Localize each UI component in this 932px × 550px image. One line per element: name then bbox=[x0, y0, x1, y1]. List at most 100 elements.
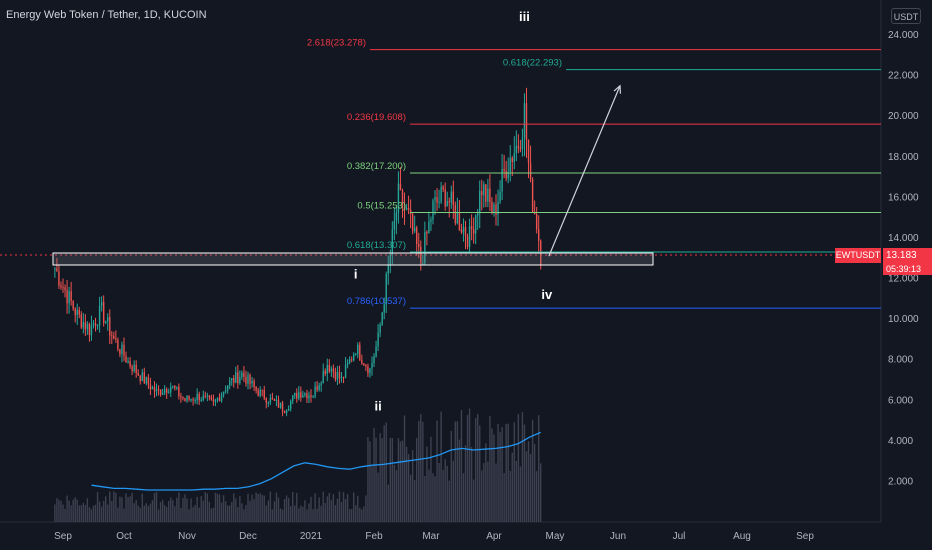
volume-bar bbox=[214, 492, 217, 522]
candle-body bbox=[70, 291, 72, 302]
candle-body bbox=[393, 220, 396, 230]
volume-bar bbox=[355, 505, 357, 522]
candle-body bbox=[450, 191, 452, 203]
time-tick-label: Sep bbox=[54, 531, 72, 542]
fibonacci-levels[interactable]: 2.618(23.278) 0.618(22.293) 0.236(19.608) 0… bbox=[307, 38, 881, 309]
candle-body bbox=[159, 389, 162, 395]
candle-body bbox=[72, 301, 74, 309]
candle-body bbox=[243, 372, 245, 377]
candle-body bbox=[129, 361, 131, 367]
volume-bar bbox=[517, 414, 520, 522]
volume-bar bbox=[82, 502, 85, 522]
volume-bar bbox=[505, 423, 507, 522]
candle-body bbox=[503, 169, 505, 171]
volume-bar bbox=[395, 470, 398, 522]
volume-bar bbox=[460, 409, 463, 522]
volume-bar bbox=[387, 484, 389, 522]
candle-body bbox=[493, 204, 495, 213]
volume-bar bbox=[328, 492, 331, 522]
volume-bar bbox=[66, 495, 68, 522]
volume-bar bbox=[519, 466, 522, 522]
volume-bar bbox=[231, 501, 233, 522]
volume-bar bbox=[163, 505, 166, 522]
currency-badge[interactable]: USDT bbox=[891, 8, 921, 24]
candle-body bbox=[287, 408, 290, 411]
candle-body bbox=[151, 386, 154, 390]
candle-body bbox=[458, 212, 461, 230]
candle-body bbox=[98, 305, 101, 326]
candle-body bbox=[448, 201, 450, 203]
candle-body bbox=[196, 394, 198, 401]
candle-body bbox=[537, 229, 540, 241]
wave-label: i bbox=[354, 267, 358, 282]
candle-body bbox=[499, 191, 501, 202]
volume-bar bbox=[495, 463, 497, 522]
candle-body bbox=[172, 385, 174, 388]
volume-bar bbox=[403, 415, 406, 522]
candle-body bbox=[170, 387, 172, 393]
volume-bar bbox=[348, 509, 351, 522]
time-tick-label: Dec bbox=[239, 531, 257, 542]
candle-body bbox=[529, 163, 532, 180]
candle-body bbox=[155, 389, 158, 392]
time-tick-label: Jun bbox=[610, 531, 626, 542]
candle-body bbox=[104, 321, 107, 323]
volume-bar bbox=[220, 502, 223, 522]
candle-body bbox=[389, 254, 391, 265]
candle-body bbox=[442, 186, 444, 190]
volume-bar bbox=[275, 492, 278, 522]
candle-body bbox=[96, 325, 99, 327]
candle-body bbox=[322, 370, 324, 384]
candle-body bbox=[80, 314, 82, 328]
time-tick-label: Mar bbox=[422, 531, 440, 542]
candle-body bbox=[535, 214, 538, 230]
volume-bar bbox=[155, 491, 158, 522]
volume-bar bbox=[269, 491, 272, 522]
candle-body bbox=[82, 322, 85, 328]
volume-bar bbox=[247, 493, 249, 522]
candle-body bbox=[513, 153, 515, 162]
volume-bar bbox=[182, 498, 184, 522]
candle-body bbox=[235, 372, 237, 383]
volume-bar bbox=[369, 441, 371, 522]
volume-bar bbox=[180, 508, 182, 522]
volume-bar bbox=[324, 502, 326, 522]
volume-bar bbox=[444, 459, 446, 522]
candle-body bbox=[257, 390, 259, 396]
arrow-shaft[interactable] bbox=[548, 85, 621, 257]
candle-body bbox=[139, 375, 141, 382]
volume-bar bbox=[466, 414, 469, 522]
volume-bar bbox=[462, 473, 465, 522]
volume-bar bbox=[332, 494, 335, 522]
volume-bar bbox=[271, 509, 274, 522]
volume-bar bbox=[456, 421, 459, 522]
volume-bar bbox=[416, 437, 418, 522]
price-tick-label: 6.000 bbox=[888, 395, 913, 406]
candle-body bbox=[109, 317, 111, 336]
volume-bar bbox=[450, 430, 452, 522]
candle-body bbox=[521, 138, 524, 149]
support-zone-box[interactable] bbox=[52, 252, 654, 266]
candle-body bbox=[336, 371, 339, 380]
volume-bar bbox=[104, 496, 107, 522]
volume-bar bbox=[472, 479, 475, 522]
price-tick-label: 20.000 bbox=[888, 111, 919, 122]
candle-body bbox=[147, 377, 150, 385]
candle-body bbox=[84, 322, 87, 330]
volume-bar bbox=[464, 445, 467, 522]
volume-bar bbox=[216, 493, 219, 522]
candle-body bbox=[66, 290, 68, 304]
price-tick-label: 2.000 bbox=[888, 476, 913, 487]
elliott-wave-labels: iiiiiiivv bbox=[354, 9, 553, 414]
volume-bar bbox=[135, 500, 137, 522]
candle-body bbox=[298, 392, 300, 399]
volume-bar bbox=[296, 492, 298, 522]
volume-bar bbox=[501, 427, 503, 522]
candlestick-series bbox=[54, 87, 542, 417]
volume-bar bbox=[318, 497, 320, 522]
candle-body bbox=[200, 399, 202, 401]
candle-body bbox=[375, 346, 377, 357]
projection-arrow[interactable] bbox=[548, 84, 622, 257]
fib-level-label: 0.382(17.200) bbox=[347, 161, 406, 172]
